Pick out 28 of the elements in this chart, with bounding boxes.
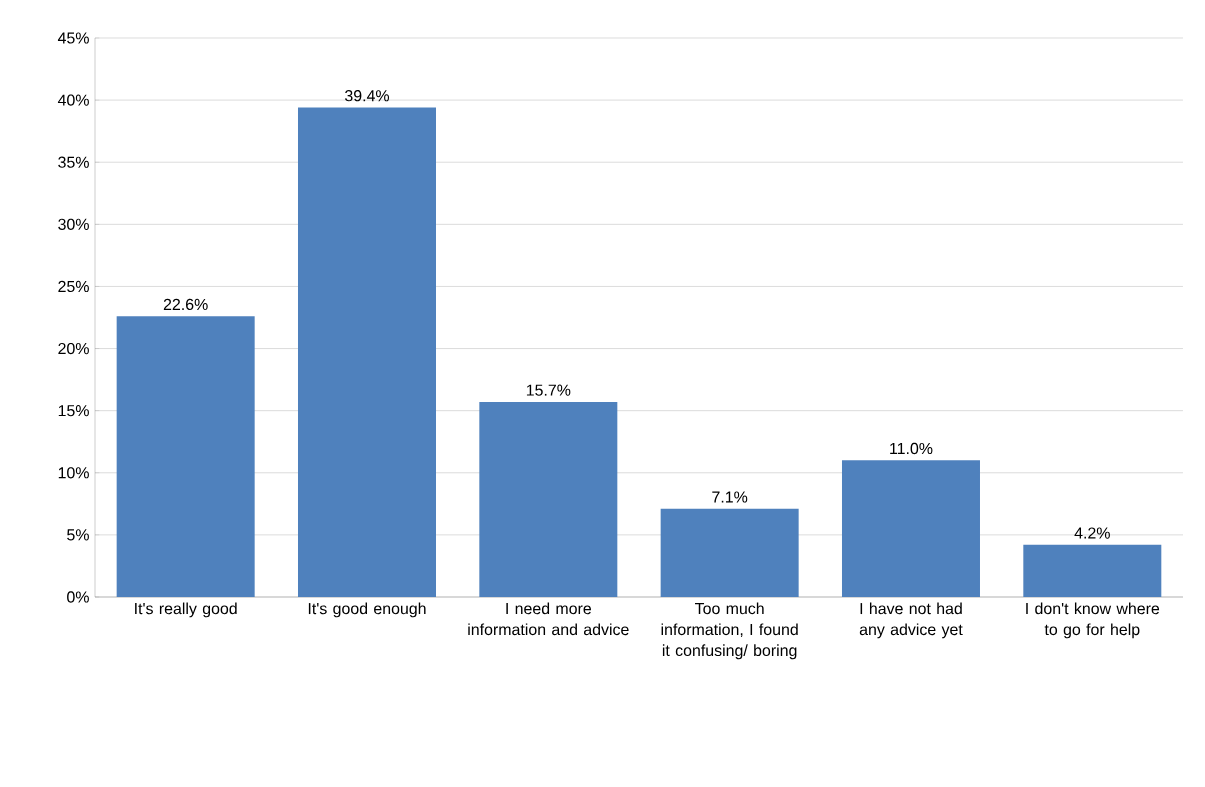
y-tick-label: 45% <box>57 32 89 44</box>
bar <box>841 460 980 597</box>
data-label: 39.4% <box>345 90 390 102</box>
data-label: 7.1% <box>712 491 748 503</box>
data-label: 22.6% <box>163 298 208 311</box>
y-tick-label: 10% <box>58 467 89 479</box>
data-label: 15.7% <box>526 384 571 396</box>
y-tick-label: 5% <box>67 529 89 541</box>
x-tick-label: I need more information and advice <box>468 602 629 636</box>
x-tick-label: It's really good <box>135 602 237 618</box>
bar <box>1023 544 1162 597</box>
x-tick-label: I don't know where to go for help <box>1026 602 1160 639</box>
y-tick-label: 20% <box>58 342 89 355</box>
data-label: 11.0% <box>890 442 933 455</box>
y-tick-label: 25% <box>58 280 89 293</box>
x-tick-label: I have not had any advice yet <box>859 602 963 639</box>
y-tick-label: 15% <box>58 405 89 417</box>
y-tick-label: 40% <box>57 94 89 106</box>
bar <box>479 401 618 597</box>
bar <box>297 107 436 597</box>
y-tick-label: 0% <box>67 591 89 603</box>
x-tick-label: Too much information, I found it confusing/ boring <box>661 602 798 660</box>
y-tick-label: 30% <box>58 218 89 230</box>
x-tick-label: It's good enough <box>308 602 426 618</box>
y-tick-label: 35% <box>58 156 89 168</box>
data-label: 4.2% <box>1074 527 1110 539</box>
bar <box>116 316 255 597</box>
bar <box>660 508 799 597</box>
